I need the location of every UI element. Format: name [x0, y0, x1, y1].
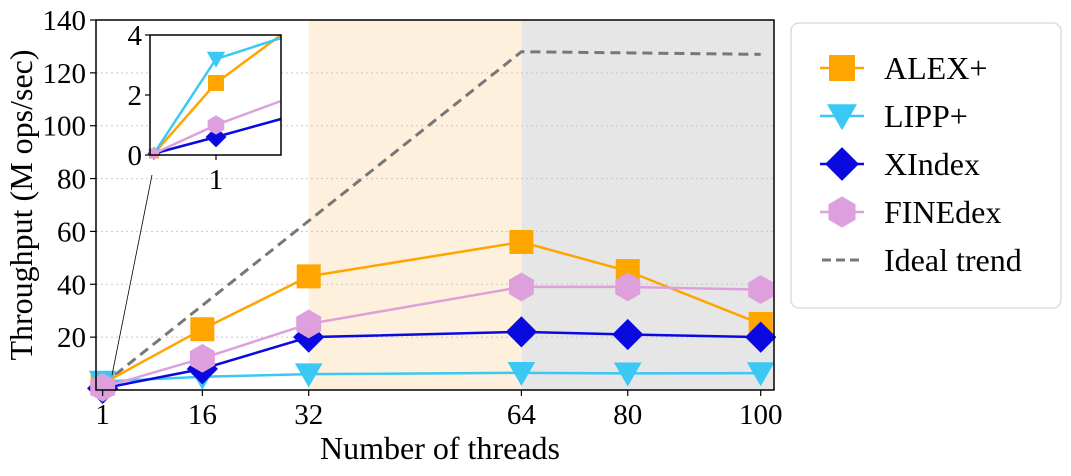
inset-point-finedex: [207, 115, 225, 135]
data-series: [87, 230, 777, 405]
legend-label-lipp: LIPP+: [884, 98, 968, 134]
inset-point-xindex: [205, 126, 227, 148]
inset-y-tick-label-2: 2: [128, 80, 143, 112]
series-line-finedex: [102, 285, 761, 389]
point-alex-32: [296, 264, 321, 289]
point-lipp-64: [507, 362, 536, 387]
point-lipp-100: [746, 362, 775, 387]
y-tick-label-80: 80: [57, 164, 86, 196]
point-xindex-100: [745, 321, 777, 353]
y-tick-label-100: 100: [43, 111, 87, 143]
x-tick-label-1: 1: [95, 399, 110, 431]
inset-point-alex: [208, 75, 224, 91]
point-finedex-64: [508, 272, 534, 302]
x-tick-label-64: 64: [507, 399, 537, 431]
point-finedex-16: [189, 343, 215, 373]
legend-marker-xindex: [825, 147, 859, 181]
x-tick-label-80: 80: [613, 399, 642, 431]
series-line-xindex: [102, 330, 761, 390]
inset-x-tick-label-1: 1: [209, 164, 224, 196]
point-xindex-80: [612, 318, 644, 351]
legend-label-ideal-trend: Ideal trend: [884, 242, 1022, 278]
plot-frame: [95, 19, 775, 391]
legend: ALEX+ LIPP+ XIndex FINEdex Ideal trend: [790, 22, 1062, 309]
inset-connector-line: [111, 174, 153, 376]
point-alex-64: [509, 230, 534, 254]
point-lipp-80: [613, 362, 642, 387]
inset-y-ticks: 0 2 4: [128, 20, 150, 172]
x-tick-label-32: 32: [294, 399, 323, 431]
legend-entry-finedex: FINEdex: [820, 194, 1001, 230]
y-axis-label: Throughput (M ops/sec): [3, 49, 39, 360]
legend-marker-lipp: [827, 104, 857, 131]
shaded-region-1: [521, 20, 774, 390]
legend-entry-lipp: LIPP+: [820, 98, 968, 134]
x-axis-ticks: 1 16 32 64 80 100: [95, 390, 782, 431]
inset-start-finedex: [148, 147, 160, 160]
legend-label-finedex: FINEdex: [884, 194, 1001, 230]
legend-entry-ideal-trend: Ideal trend: [822, 242, 1022, 278]
point-finedex-80: [615, 272, 641, 302]
inset-point-lipp: [206, 51, 226, 68]
point-lipp-32: [294, 363, 323, 388]
series-line-alex: [102, 240, 762, 385]
legend-box: [790, 22, 1062, 309]
ideal-trend-line: [101, 50, 761, 386]
point-finedex-100: [748, 275, 774, 304]
ideal-trend-polyline: [101, 50, 761, 386]
x-tick-label-16: 16: [188, 399, 217, 431]
y-tick-label-140: 140: [43, 5, 87, 37]
series-finedex: [90, 272, 774, 402]
inset-y-tick-label-4: 4: [128, 20, 143, 52]
legend-entry-alex: ALEX+: [820, 50, 987, 86]
legend-marker-alex: [829, 55, 855, 81]
inset-x-ticks: 1: [209, 155, 224, 196]
legend-label-alex: ALEX+: [884, 50, 987, 86]
y-tick-label-20: 20: [57, 322, 86, 354]
legend-entry-xindex: XIndex: [820, 146, 980, 182]
legend-marker-finedex: [828, 196, 856, 228]
series-line-lipp: [102, 371, 761, 383]
y-tick-label-60: 60: [57, 216, 86, 248]
point-finedex-32: [296, 309, 322, 339]
inset-zoom-plot: 0 2 4 1: [128, 20, 282, 196]
y-tick-label-40: 40: [57, 269, 86, 301]
legend-label-xindex: XIndex: [884, 146, 980, 182]
y-axis-ticks: 20 40 60 80 100 120 140: [43, 5, 96, 354]
inset-series: [147, 33, 282, 160]
point-xindex-64: [505, 316, 538, 348]
inset-y-tick-label-0: 0: [128, 140, 143, 172]
x-axis-label: Number of threads: [320, 430, 560, 466]
y-tick-label-120: 120: [43, 58, 87, 90]
point-alex-16: [190, 317, 215, 342]
x-tick-label-100: 100: [739, 399, 783, 431]
